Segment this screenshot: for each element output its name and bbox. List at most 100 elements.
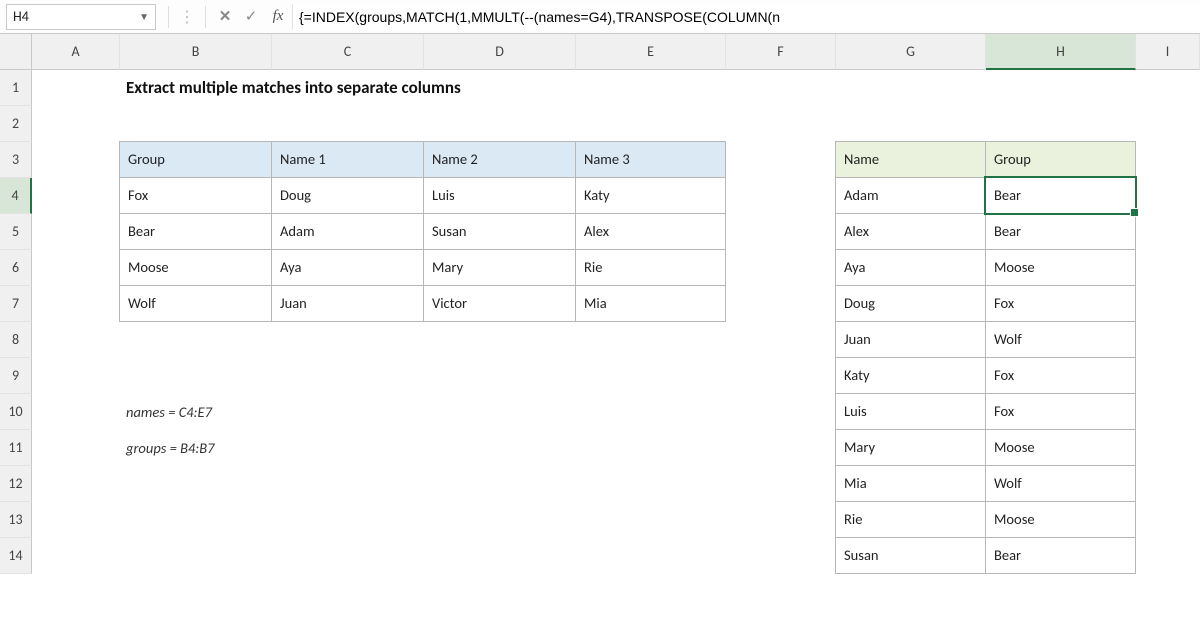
col-header[interactable]: F <box>726 34 836 70</box>
formula-input[interactable] <box>292 4 1200 30</box>
cell[interactable] <box>272 394 424 430</box>
table-header[interactable]: Name 3 <box>575 141 726 178</box>
col-header-active[interactable]: H <box>986 34 1136 70</box>
row-header[interactable]: 1 <box>0 70 32 106</box>
cell[interactable] <box>120 538 272 574</box>
cell[interactable] <box>32 466 120 502</box>
row-header[interactable]: 8 <box>0 322 32 358</box>
cell[interactable] <box>576 322 726 358</box>
table-cell[interactable]: Juan <box>271 285 424 322</box>
table-cell[interactable]: Katy <box>835 357 986 394</box>
cell[interactable] <box>32 250 120 286</box>
table-cell[interactable]: Adam <box>271 213 424 250</box>
table-cell[interactable]: Juan <box>835 321 986 358</box>
table-header[interactable]: Group <box>119 141 272 178</box>
cell[interactable] <box>836 106 986 142</box>
name-box[interactable]: H4 ▼ <box>6 4 156 30</box>
cell[interactable] <box>726 322 836 358</box>
row-header-active[interactable]: 4 <box>0 178 32 214</box>
table-cell[interactable]: Aya <box>835 249 986 286</box>
cell[interactable] <box>726 142 836 178</box>
table-cell[interactable]: Alex <box>575 213 726 250</box>
cell[interactable] <box>576 358 726 394</box>
col-header[interactable]: I <box>1136 34 1200 70</box>
cell[interactable] <box>424 466 576 502</box>
cell[interactable] <box>272 502 424 538</box>
cell[interactable] <box>32 502 120 538</box>
cell[interactable] <box>272 358 424 394</box>
cell[interactable] <box>836 70 986 106</box>
cell[interactable] <box>1136 214 1200 250</box>
fx-icon[interactable]: fx <box>264 8 292 25</box>
row-header[interactable]: 14 <box>0 538 32 574</box>
cell[interactable] <box>726 538 836 574</box>
table-cell[interactable]: Fox <box>985 357 1136 394</box>
table-cell[interactable]: Wolf <box>119 285 272 322</box>
row-header[interactable]: 10 <box>0 394 32 430</box>
cell[interactable] <box>1136 466 1200 502</box>
cell[interactable] <box>1136 358 1200 394</box>
cell[interactable] <box>1136 106 1200 142</box>
col-header[interactable]: D <box>424 34 576 70</box>
cell[interactable] <box>32 142 120 178</box>
col-header[interactable]: E <box>576 34 726 70</box>
cell[interactable] <box>1136 322 1200 358</box>
cell[interactable] <box>120 106 272 142</box>
table-cell[interactable]: Bear <box>985 213 1136 250</box>
table-cell[interactable]: Katy <box>575 177 726 214</box>
cell[interactable] <box>726 106 836 142</box>
table-cell[interactable]: Moose <box>985 501 1136 538</box>
cell[interactable] <box>726 394 836 430</box>
table-cell[interactable]: Wolf <box>985 321 1136 358</box>
table-cell[interactable]: Fox <box>985 285 1136 322</box>
table-cell[interactable]: Luis <box>835 393 986 430</box>
cell[interactable] <box>424 322 576 358</box>
row-header[interactable]: 11 <box>0 430 32 466</box>
table-cell[interactable]: Rie <box>575 249 726 286</box>
cell[interactable] <box>424 358 576 394</box>
cell[interactable] <box>726 214 836 250</box>
cell[interactable] <box>1136 538 1200 574</box>
cell[interactable] <box>32 214 120 250</box>
cell[interactable] <box>576 466 726 502</box>
cell[interactable] <box>726 250 836 286</box>
cell[interactable] <box>726 286 836 322</box>
cell[interactable] <box>424 538 576 574</box>
cell[interactable] <box>120 322 272 358</box>
cell[interactable] <box>424 430 576 466</box>
cell[interactable] <box>424 394 576 430</box>
table-cell[interactable]: Luis <box>423 177 576 214</box>
table-cell[interactable]: Adam <box>835 177 986 214</box>
row-header[interactable]: 3 <box>0 142 32 178</box>
note-cell[interactable]: groups = B4:B7 <box>120 430 272 466</box>
table-cell[interactable]: Doug <box>271 177 424 214</box>
table-header[interactable]: Name 1 <box>271 141 424 178</box>
cell[interactable] <box>576 538 726 574</box>
select-all-corner[interactable] <box>0 34 32 70</box>
table-cell[interactable]: Mia <box>575 285 726 322</box>
cell[interactable] <box>986 106 1136 142</box>
cell[interactable] <box>1136 178 1200 214</box>
table-cell[interactable]: Alex <box>835 213 986 250</box>
cell[interactable] <box>272 106 424 142</box>
col-header[interactable]: C <box>272 34 424 70</box>
chevron-down-icon[interactable]: ▼ <box>139 10 149 23</box>
cell[interactable] <box>986 70 1136 106</box>
selected-cell[interactable]: Bear <box>985 177 1136 214</box>
table-header[interactable]: Name <box>835 141 986 178</box>
col-header[interactable]: A <box>32 34 120 70</box>
table-cell[interactable]: Moose <box>119 249 272 286</box>
cell[interactable] <box>1136 502 1200 538</box>
cell[interactable] <box>726 70 836 106</box>
cell[interactable] <box>32 322 120 358</box>
table-cell[interactable]: Rie <box>835 501 986 538</box>
col-header[interactable]: B <box>120 34 272 70</box>
cell[interactable] <box>1136 286 1200 322</box>
col-header[interactable]: G <box>836 34 986 70</box>
cell[interactable] <box>32 394 120 430</box>
row-header[interactable]: 6 <box>0 250 32 286</box>
table-cell[interactable]: Mary <box>423 249 576 286</box>
cell[interactable] <box>424 106 576 142</box>
spreadsheet-grid[interactable]: A B C D E F G H I 1 Extract multiple mat… <box>0 34 1200 574</box>
cell[interactable] <box>32 106 120 142</box>
